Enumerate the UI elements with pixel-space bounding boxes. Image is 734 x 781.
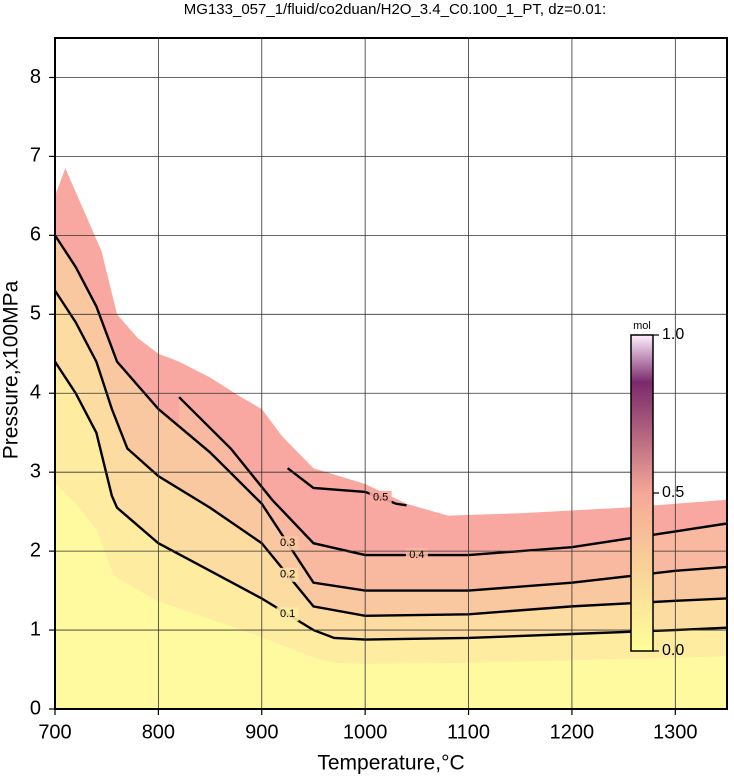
y-tick-label: 5 bbox=[30, 303, 41, 325]
x-tick-label: 1200 bbox=[550, 721, 595, 743]
low-region bbox=[55, 483, 727, 709]
colorbar bbox=[630, 334, 654, 652]
x-tick-label: 1300 bbox=[653, 721, 698, 743]
y-tick-label: 8 bbox=[30, 66, 41, 88]
x-tick-label: 700 bbox=[38, 721, 71, 743]
plot-frame bbox=[54, 37, 728, 710]
chart-title: MG133_057_1/fluid/co2duan/H2O_3.4_C0.100… bbox=[184, 1, 606, 18]
contour-label-bg bbox=[369, 490, 392, 505]
y-tick-label: 7 bbox=[30, 145, 41, 167]
x-axis-label: Temperature,°C bbox=[317, 752, 464, 775]
contour-label: 0.5 bbox=[373, 492, 388, 504]
x-tick-label: 900 bbox=[245, 721, 278, 743]
y-tick-label: 4 bbox=[30, 382, 41, 404]
y-axis-label: Pressure,x100MPa bbox=[0, 280, 23, 459]
contour-label: 0.3 bbox=[280, 537, 295, 549]
x-tick-label: 1100 bbox=[447, 721, 490, 743]
plot-area: 0.4 0.3 0.2 0.1 0.5 bbox=[55, 168, 727, 709]
x-tick-label: 1000 bbox=[343, 721, 388, 743]
contour-label-bg bbox=[405, 548, 428, 563]
contour-label-bg bbox=[276, 536, 299, 551]
contour-label: 0.1 bbox=[280, 608, 295, 620]
contour-label-bg bbox=[276, 607, 299, 622]
contour-line bbox=[55, 289, 727, 618]
y-tick-label: 1 bbox=[30, 618, 41, 640]
contour-band bbox=[55, 361, 727, 709]
x-tick-label: 800 bbox=[142, 721, 175, 743]
contour-label: 0.2 bbox=[280, 569, 295, 581]
contour-label: 0.4 bbox=[409, 549, 424, 561]
y-tick-label: 6 bbox=[30, 224, 41, 246]
y-tick-label: 3 bbox=[30, 460, 41, 482]
colorbar-tick-label: 0.0 bbox=[662, 642, 684, 659]
colorbar-tick-label: 1.0 bbox=[662, 326, 684, 343]
y-tick-label: 0 bbox=[30, 697, 41, 719]
y-tick-label: 2 bbox=[30, 539, 41, 561]
colorbar-label: mol bbox=[633, 320, 651, 332]
contour-label-bg bbox=[276, 567, 299, 582]
colorbar-tick-label: 0.5 bbox=[662, 484, 684, 501]
